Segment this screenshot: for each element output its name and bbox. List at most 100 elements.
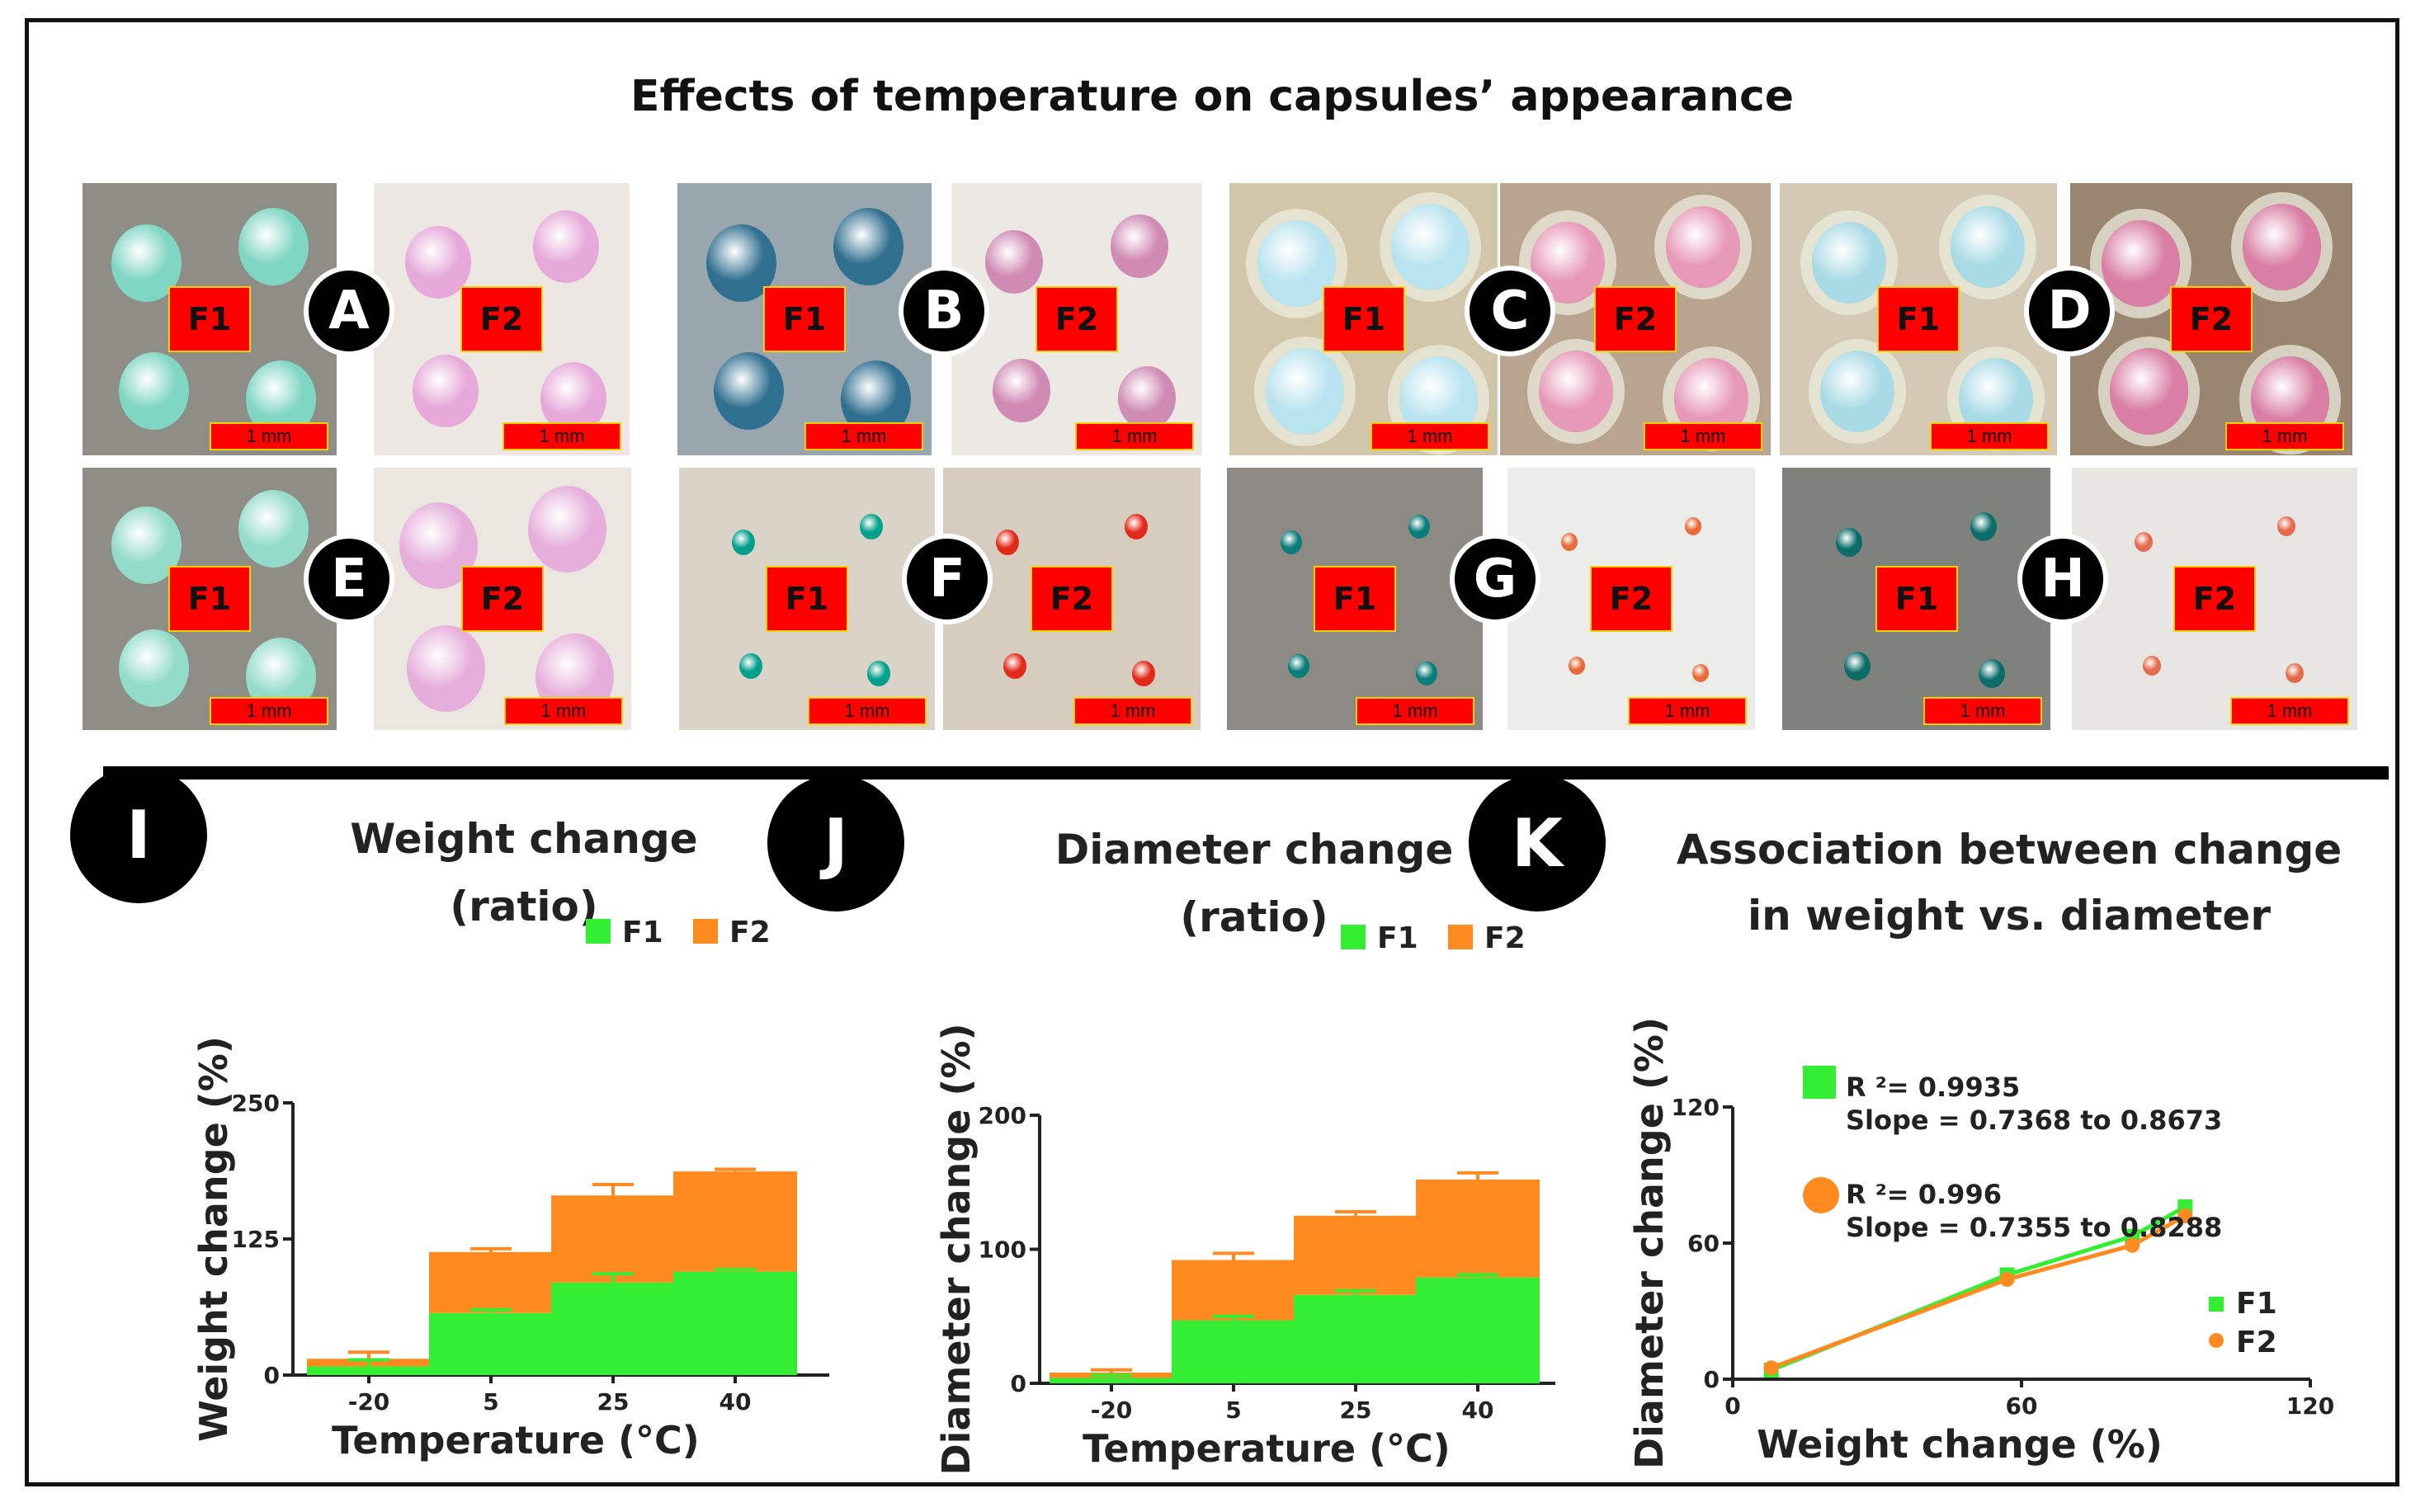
bar-f1 [307, 1366, 431, 1375]
y-axis-label: Weight change (%) [191, 1036, 236, 1442]
capsule [1003, 653, 1026, 679]
capsule [1836, 528, 1862, 557]
formulation-label: F1 [763, 286, 846, 352]
x-tick-label: -20 [348, 1388, 390, 1415]
scale-bar: 1 mm [2230, 697, 2349, 725]
capsule [1970, 512, 1997, 541]
y-tick-label: 200 [979, 1102, 1026, 1129]
capsule [1416, 662, 1437, 685]
capsule [405, 226, 471, 299]
chart-badge-k: K [1469, 775, 1606, 911]
annotation-r2-f1: R ²= 0.9935 [1846, 1072, 2020, 1103]
x-tick-label: -20 [1091, 1397, 1133, 1424]
x-tick-label: 40 [1462, 1397, 1494, 1424]
capsule [413, 355, 479, 427]
x-axis-label: Temperature (°C) [332, 1418, 700, 1463]
bar-f1 [1416, 1277, 1540, 1383]
y-tick-label: 0 [1011, 1370, 1026, 1397]
weight-change-chart: 0 125 250 -20 5 25 40 Weight change (ratio) Tempe… [191, 815, 829, 1463]
weight-vs-diameter-chart: 0 60 120 0 60 120 Association between change in… [1627, 826, 2342, 1469]
capsule-photo-g-f1: F1 1 mm [1227, 468, 1483, 730]
capsule [1266, 348, 1344, 435]
legend-label-f2: F2 [729, 916, 771, 949]
annotation-r2-f2: R ²= 0.996 [1846, 1179, 2002, 1210]
capsule-photo-b-f2: F2 1 mm [951, 183, 1202, 455]
scale-bar: 1 mm [1371, 422, 1489, 450]
scale-bar: 1 mm [1923, 697, 2042, 725]
data-point-f2 [1763, 1360, 1779, 1376]
capsule [1692, 664, 1709, 682]
scale-bar: 1 mm [1930, 422, 2049, 450]
panel-badge-c: C [1465, 266, 1555, 356]
capsule-photo-f-f1: F1 1 mm [679, 468, 935, 730]
bar-f1 [1050, 1378, 1173, 1383]
legend-swatch-f2 [2209, 1333, 2224, 1348]
annotation-swatch-f2 [1803, 1177, 1839, 1213]
x-axis-label: Weight change (%) [1757, 1422, 2163, 1467]
capsule [867, 661, 890, 686]
capsule [2277, 516, 2295, 536]
formulation-label: F2 [1590, 566, 1672, 632]
bar-f2 [1294, 1215, 1418, 1295]
panel-badge-h: H [2017, 534, 2108, 624]
y-tick-label: 250 [232, 1090, 280, 1117]
capsule [1979, 659, 2005, 688]
capsule-photo-b-f1: F1 1 mm [677, 183, 932, 455]
capsule [1951, 206, 2025, 288]
formulation-label: F1 [766, 566, 848, 632]
y-tick-label: 60 [1687, 1230, 1720, 1257]
capsule [238, 490, 309, 568]
formulation-label: F1 [1323, 286, 1405, 352]
scale-bar: 1 mm [808, 697, 927, 725]
legend-swatch-f1 [2209, 1297, 2224, 1312]
formulation-label: F2 [1036, 286, 1118, 352]
chart-title: Weight change [350, 815, 697, 863]
bar-f1 [1172, 1320, 1295, 1383]
legend-label-f1: F1 [2236, 1287, 2277, 1321]
bar-f2 [673, 1171, 797, 1272]
capsule [119, 352, 189, 430]
panel-badge-f: F [902, 534, 993, 624]
capsule [1812, 222, 1886, 304]
capsule [119, 629, 189, 707]
y-tick-label: 125 [232, 1226, 280, 1253]
annotation-slope-f2: Slope = 0.7355 to 0.8288 [1846, 1212, 2222, 1243]
scale-bar: 1 mm [210, 422, 328, 450]
scale-bar: 1 mm [210, 697, 328, 725]
bar-f2 [429, 1251, 553, 1313]
bar-f2 [1416, 1180, 1540, 1278]
capsule [985, 230, 1043, 294]
scale-bar: 1 mm [804, 422, 923, 450]
legend-swatch-f1 [1341, 925, 1366, 949]
formulation-label: F1 [1875, 566, 1958, 632]
bar-f1 [1294, 1294, 1418, 1383]
capsule [714, 352, 784, 430]
capsule [1111, 214, 1168, 278]
capsule-photo-g-f2: F2 1 mm [1507, 468, 1755, 730]
capsule-photo-d-f2: F2 1 mm [2070, 183, 2352, 455]
formulation-label: F2 [1594, 286, 1677, 352]
capsule [1666, 206, 1740, 288]
capsule [732, 530, 755, 555]
y-tick-label: 100 [979, 1236, 1026, 1264]
x-axis-label: Temperature (°C) [1083, 1426, 1451, 1471]
legend-label-f1: F1 [1377, 921, 1418, 955]
x-tick-label: 0 [1724, 1392, 1740, 1420]
capsule [1408, 515, 1430, 539]
chart-title: in weight vs. diameter [1748, 892, 2271, 940]
figure-frame: Effects of temperature on capsules’ appe… [25, 18, 2399, 1486]
chart-title: (ratio) [1180, 893, 1328, 941]
capsule [1281, 530, 1302, 554]
chart-title: (ratio) [450, 883, 598, 930]
scale-bar: 1 mm [504, 697, 623, 725]
panel-badge-g: G [1450, 534, 1540, 624]
x-tick-label: 5 [1225, 1397, 1241, 1424]
legend-label-f2: F2 [2236, 1326, 2277, 1359]
figure-title: Effects of temperature on capsules’ appe… [630, 72, 1795, 121]
capsule [996, 530, 1019, 555]
data-point-f2 [2177, 1208, 2193, 1223]
scale-bar: 1 mm [1075, 422, 1194, 450]
x-tick-label: 60 [2006, 1392, 2038, 1420]
capsule [238, 208, 309, 285]
capsule [1685, 517, 1701, 535]
